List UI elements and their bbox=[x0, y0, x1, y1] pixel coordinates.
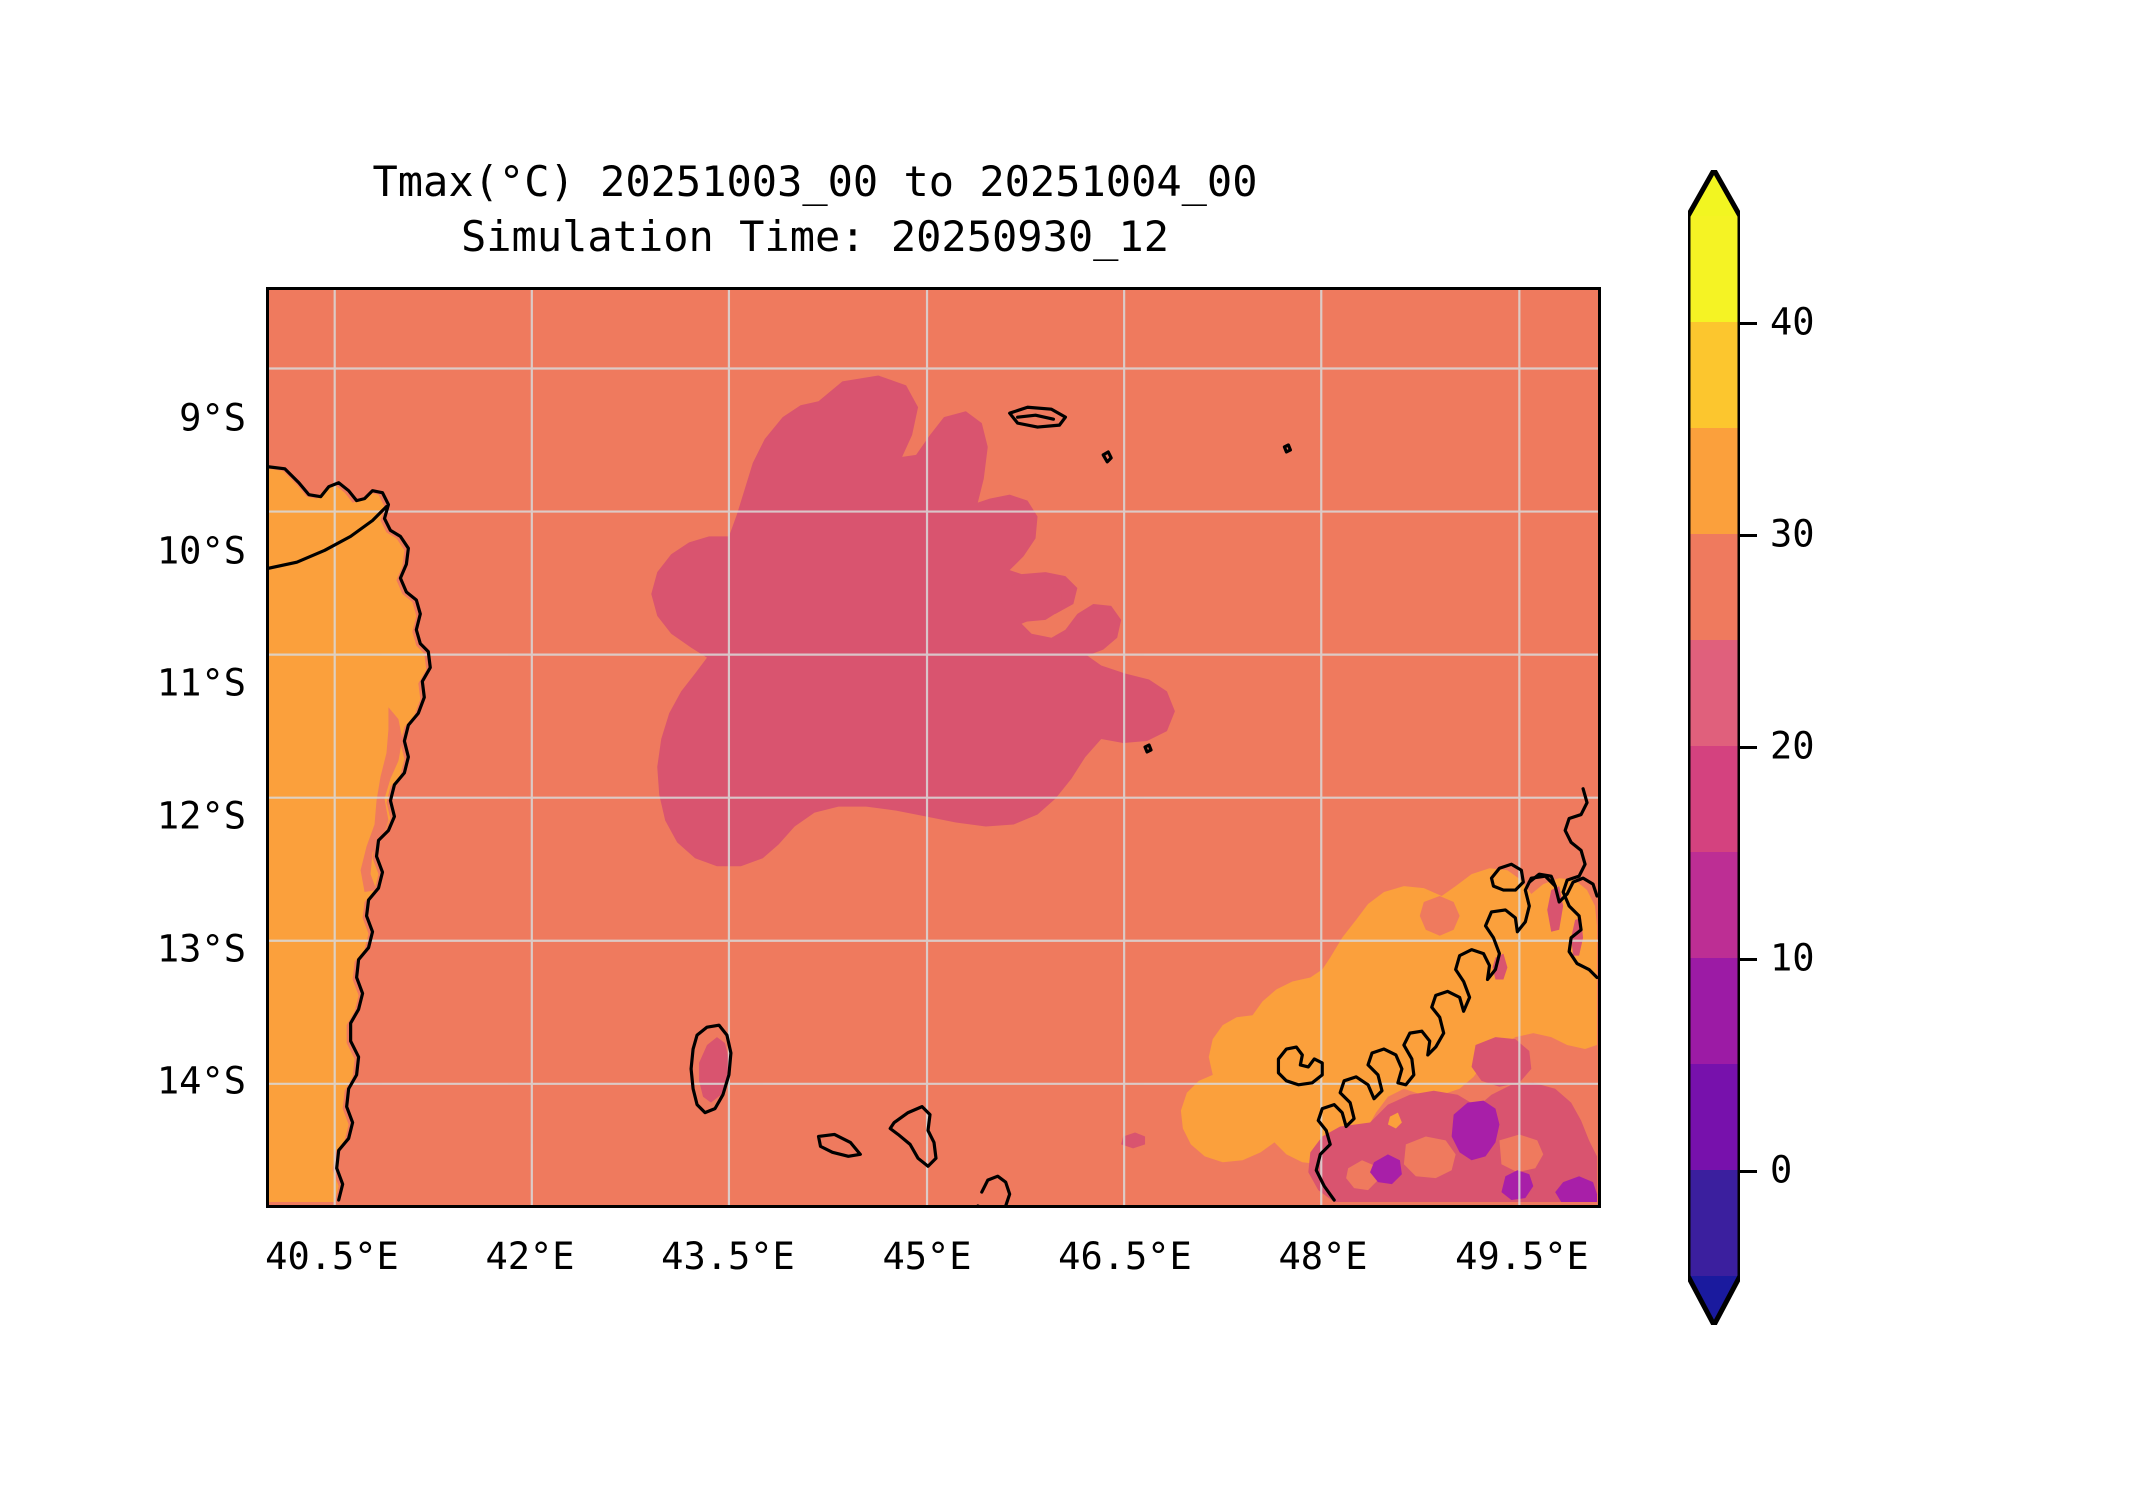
colorbar-tick-label-0: 0 bbox=[1770, 1148, 1793, 1192]
colorbar-band-30-35 bbox=[1688, 428, 1740, 534]
x-tick-label-45E: 45°E bbox=[882, 1235, 972, 1278]
colorbar-tick-label-30: 30 bbox=[1770, 512, 1815, 556]
colorbar[interactable]: 40 30 20 10 0 bbox=[1688, 170, 1815, 1325]
title-line-simulation-time: Simulation Time: 20250930_12 bbox=[460, 211, 1169, 261]
x-tick-label-43-5E: 43.5°E bbox=[661, 1235, 795, 1278]
colorbar-band-10-15 bbox=[1688, 852, 1740, 958]
colorbar-band-20-25 bbox=[1688, 640, 1740, 746]
colorbar-tick-mark-30 bbox=[1740, 534, 1757, 537]
x-tick-label-49-5E: 49.5°E bbox=[1455, 1235, 1589, 1278]
colorbar-tick-mark-10 bbox=[1740, 958, 1757, 961]
colorbar-tick-mark-40 bbox=[1740, 322, 1757, 325]
title-line-primary: Tmax(°C) 20251003_00 to 20251004_00 bbox=[372, 157, 1258, 206]
y-tick-label-14S: 14°S bbox=[156, 1059, 246, 1103]
map-plot-area[interactable] bbox=[266, 287, 1601, 1208]
colorbar-tick-label-10: 10 bbox=[1770, 936, 1815, 980]
colorbar-tick-mark-0 bbox=[1740, 1170, 1757, 1173]
island-anomaly-patches bbox=[699, 1037, 1146, 1149]
africa-land-region bbox=[269, 468, 427, 1203]
ocean-anomaly-region bbox=[651, 375, 1175, 867]
colorbar-band-25-30 bbox=[1688, 534, 1740, 640]
colorbar-over-arrow bbox=[1688, 170, 1740, 216]
map-contour-layer bbox=[269, 290, 1598, 1205]
y-tick-label-11S: 11°S bbox=[156, 661, 246, 705]
colorbar-band-5-10 bbox=[1688, 958, 1740, 1064]
colorbar-band-35-40 bbox=[1688, 322, 1740, 428]
colorbar-tick-label-40: 40 bbox=[1770, 300, 1815, 344]
colorbar-band-neg5-0 bbox=[1688, 1170, 1740, 1276]
colorbar-tick-label-20: 20 bbox=[1770, 724, 1815, 768]
x-tick-label-42E: 42°E bbox=[485, 1235, 575, 1278]
x-tick-label-48E: 48°E bbox=[1278, 1235, 1368, 1278]
chart-title: Tmax(°C) 20251003_00 to 20251004_00 Simu… bbox=[265, 155, 1365, 264]
madagascar-land-region bbox=[1180, 868, 1598, 1203]
y-tick-label-13S: 13°S bbox=[156, 927, 246, 971]
x-tick-label-46-5E: 46.5°E bbox=[1058, 1235, 1192, 1278]
map-gridlines bbox=[269, 290, 1598, 1205]
colorbar-band-0-5 bbox=[1688, 1064, 1740, 1170]
y-tick-label-10S: 10°S bbox=[156, 529, 246, 573]
y-tick-label-9S: 9°S bbox=[179, 396, 246, 440]
colorbar-band-15-20 bbox=[1688, 746, 1740, 852]
y-tick-label-12S: 12°S bbox=[156, 794, 246, 838]
colorbar-gradient bbox=[1688, 170, 1740, 1325]
colorbar-band-40-45 bbox=[1688, 216, 1740, 322]
colorbar-tick-mark-20 bbox=[1740, 746, 1757, 749]
colorbar-under-arrow bbox=[1688, 1276, 1740, 1325]
coastline-layer bbox=[269, 405, 1598, 1205]
x-tick-label-40-5E: 40.5°E bbox=[265, 1235, 399, 1278]
